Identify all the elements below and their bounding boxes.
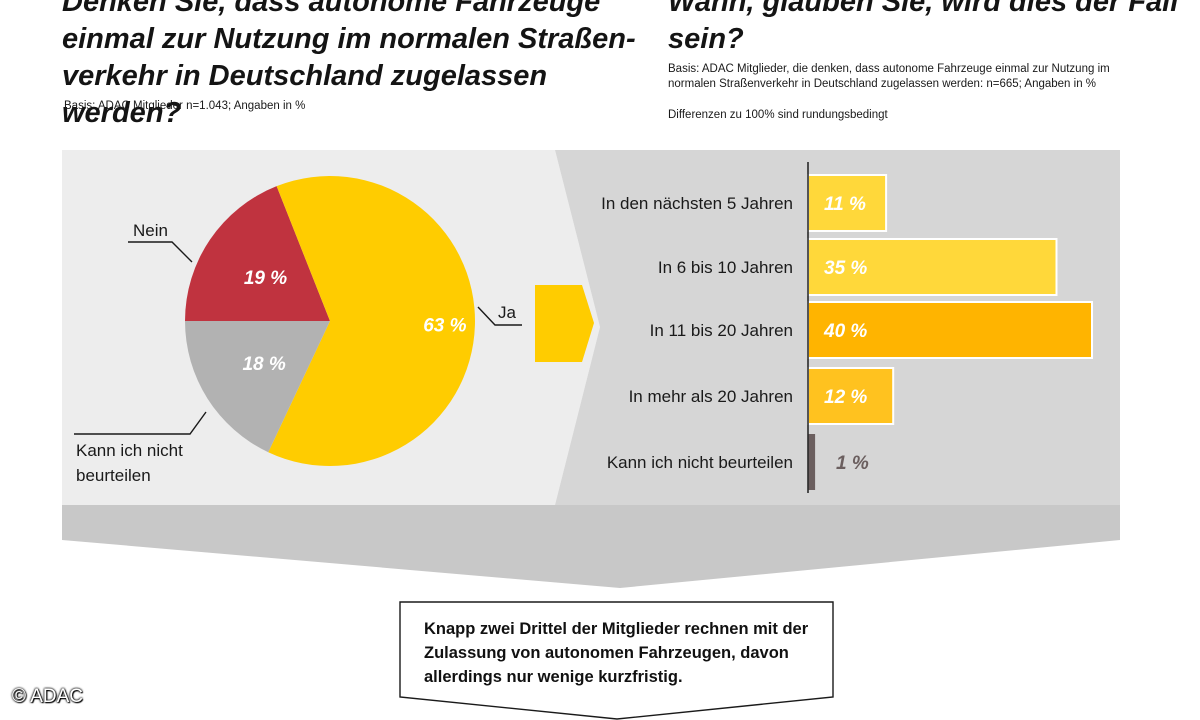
bar-kann-nicht bbox=[808, 434, 816, 490]
pie-legend-kann-nicht-line1: Kann ich nicht bbox=[76, 441, 183, 460]
pie-slice-nein bbox=[185, 186, 330, 321]
leader-line-nein bbox=[128, 241, 193, 263]
bar-value-11-20-jahre: 40 % bbox=[823, 321, 867, 342]
bar-rounding-note: Differenzen zu 100% sind rundungsbedingt bbox=[668, 109, 888, 121]
pie-value-kann-nicht: 18 % bbox=[242, 354, 285, 375]
bar-6-10-jahre bbox=[807, 238, 1058, 296]
leader-line-kann-nicht bbox=[74, 411, 207, 435]
pie-legend-nein: Nein bbox=[133, 221, 168, 240]
connector-arrow bbox=[535, 285, 594, 362]
bar-value-5-jahre: 11 % bbox=[824, 194, 866, 215]
bar-mehr-20-jahre bbox=[807, 367, 895, 425]
pie-slice-kann-nicht bbox=[185, 321, 330, 453]
copyright-watermark: © ADAC bbox=[12, 686, 84, 707]
pie-leader-lines bbox=[74, 241, 522, 435]
summary-funnel-band bbox=[62, 505, 1120, 588]
pie-legend-ja: Ja bbox=[498, 303, 517, 322]
leader-line-ja bbox=[477, 306, 522, 326]
bar-value-mehr-20-jahre: 12 % bbox=[824, 387, 867, 408]
bar-category-5-jahre: In den nächsten 5 Jahren bbox=[601, 194, 793, 213]
bar-basis-text: Basis: ADAC Mitglieder, die denken, dass… bbox=[668, 63, 1110, 90]
pie-basis-text: Basis: ADAC Mitglieder n=1.043; Angaben … bbox=[64, 100, 306, 112]
bar-category-11-20-jahre: In 11 bis 20 Jahren bbox=[650, 321, 793, 340]
bar-chart: In den nächsten 5 Jahren 11 % In 6 bis 10 … bbox=[601, 162, 1093, 493]
bar-value-6-10-jahre: 35 % bbox=[824, 258, 867, 279]
bar-category-6-10-jahre: In 6 bis 10 Jahren bbox=[658, 258, 793, 277]
pie-value-ja: 63 % bbox=[423, 316, 466, 337]
pie-legend-kann-nicht: Kann ich nicht beurteilen bbox=[76, 441, 188, 485]
bar-question-title: Wann, glauben Sie, wird dies der Fall se… bbox=[668, 0, 1179, 55]
pie-slice-ja bbox=[268, 175, 475, 466]
conclusion-box bbox=[399, 601, 834, 720]
pie-chart: 19 % 63 % 18 % bbox=[185, 175, 475, 466]
conclusion-text: Knapp zwei Drittel der Mitglieder rechne… bbox=[424, 620, 809, 686]
pie-value-nein: 19 % bbox=[244, 268, 287, 289]
pie-question-title: Denken Sie, dass autonome Fahrzeuge einm… bbox=[62, 0, 636, 129]
bar-category-kann-nicht: Kann ich nicht beurteilen bbox=[607, 453, 793, 472]
pie-legend-kann-nicht-line2: beurteilen bbox=[76, 466, 151, 485]
bar-11-20-jahre bbox=[807, 301, 1093, 359]
bar-value-kann-nicht: 1 % bbox=[836, 453, 869, 474]
bar-category-mehr-20-jahre: In mehr als 20 Jahren bbox=[629, 387, 793, 406]
